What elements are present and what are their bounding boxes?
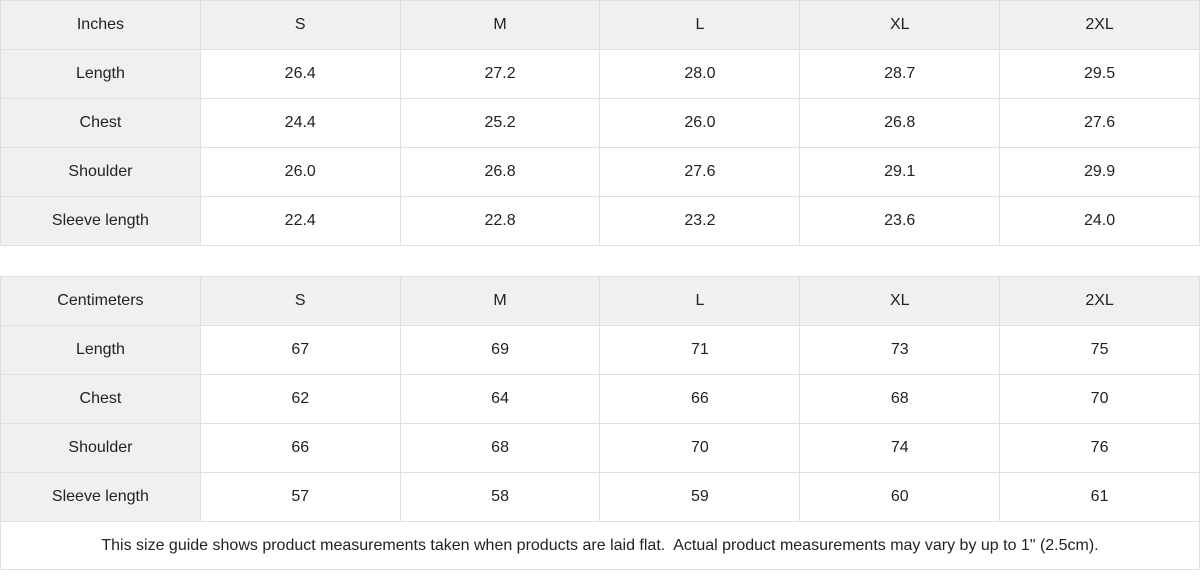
size-column-header: S <box>199 0 401 50</box>
measurement-value: 61 <box>999 472 1200 522</box>
measurement-row: Length 26.4 27.2 28.0 28.7 29.5 <box>0 49 1200 99</box>
measurement-value: 62 <box>199 374 401 424</box>
row-label: Length <box>0 325 201 375</box>
row-label: Sleeve length <box>0 472 201 522</box>
size-column-header: L <box>599 276 801 326</box>
measurement-value: 68 <box>399 423 601 473</box>
size-column-header: 2XL <box>999 276 1200 326</box>
measurement-value: 23.2 <box>599 196 801 246</box>
measurement-value: 59 <box>599 472 801 522</box>
row-label: Chest <box>0 374 201 424</box>
measurement-value: 26.8 <box>799 98 1001 148</box>
measurement-value: 73 <box>799 325 1001 375</box>
header-row: Inches S M L XL 2XL <box>0 0 1200 50</box>
header-row: Centimeters S M L XL 2XL <box>0 276 1200 326</box>
size-column-header: XL <box>799 0 1001 50</box>
measurement-value: 22.8 <box>399 196 601 246</box>
measurement-value: 28.0 <box>599 49 801 99</box>
measurement-row: Chest 24.4 25.2 26.0 26.8 27.6 <box>0 98 1200 148</box>
size-column-header: M <box>399 276 601 326</box>
measurement-value: 26.4 <box>199 49 401 99</box>
size-guide-note: This size guide shows product measuremen… <box>0 522 1200 570</box>
measurement-value: 76 <box>999 423 1200 473</box>
measurement-row: Sleeve length 22.4 22.8 23.2 23.6 24.0 <box>0 196 1200 246</box>
size-column-header: L <box>599 0 801 50</box>
size-column-header: M <box>399 0 601 50</box>
measurement-value: 29.5 <box>999 49 1200 99</box>
measurement-value: 28.7 <box>799 49 1001 99</box>
measurement-value: 70 <box>999 374 1200 424</box>
row-label: Length <box>0 49 201 99</box>
measurement-value: 66 <box>599 374 801 424</box>
measurement-value: 27.6 <box>599 147 801 197</box>
measurement-value: 67 <box>199 325 401 375</box>
unit-label: Inches <box>0 0 201 50</box>
measurement-value: 58 <box>399 472 601 522</box>
measurement-value: 71 <box>599 325 801 375</box>
measurement-row: Sleeve length 57 58 59 60 61 <box>0 472 1200 522</box>
measurement-value: 24.0 <box>999 196 1200 246</box>
row-label: Shoulder <box>0 423 201 473</box>
size-column-header: 2XL <box>999 0 1200 50</box>
measurement-value: 57 <box>199 472 401 522</box>
measurement-row: Chest 62 64 66 68 70 <box>0 374 1200 424</box>
measurement-row: Shoulder 66 68 70 74 76 <box>0 423 1200 473</box>
measurement-value: 26.0 <box>599 98 801 148</box>
row-label: Shoulder <box>0 147 201 197</box>
unit-label: Centimeters <box>0 276 201 326</box>
measurement-row: Length 67 69 71 73 75 <box>0 325 1200 375</box>
measurement-value: 26.0 <box>199 147 401 197</box>
row-label: Sleeve length <box>0 196 201 246</box>
measurement-value: 70 <box>599 423 801 473</box>
row-label: Chest <box>0 98 201 148</box>
size-column-header: XL <box>799 276 1001 326</box>
size-column-header: S <box>199 276 401 326</box>
measurement-value: 27.2 <box>399 49 601 99</box>
measurement-value: 29.9 <box>999 147 1200 197</box>
measurement-value: 60 <box>799 472 1001 522</box>
measurement-value: 69 <box>399 325 601 375</box>
measurement-value: 29.1 <box>799 147 1001 197</box>
measurement-row: Shoulder 26.0 26.8 27.6 29.1 29.9 <box>0 147 1200 197</box>
measurement-value: 64 <box>399 374 601 424</box>
measurement-value: 23.6 <box>799 196 1001 246</box>
measurement-value: 68 <box>799 374 1001 424</box>
measurement-value: 26.8 <box>399 147 601 197</box>
inches-table: Inches S M L XL 2XL Length 26.4 27.2 28.0 28.7 29.5… <box>0 0 1200 246</box>
measurement-value: 66 <box>199 423 401 473</box>
measurement-value: 24.4 <box>199 98 401 148</box>
centimeters-table: Centimeters S M L XL 2XL Length 67 69 71 73 75 Chest… <box>0 276 1200 522</box>
measurement-value: 27.6 <box>999 98 1200 148</box>
table-spacer <box>0 246 1200 276</box>
measurement-value: 22.4 <box>199 196 401 246</box>
measurement-value: 25.2 <box>399 98 601 148</box>
measurement-value: 75 <box>999 325 1200 375</box>
measurement-value: 74 <box>799 423 1001 473</box>
